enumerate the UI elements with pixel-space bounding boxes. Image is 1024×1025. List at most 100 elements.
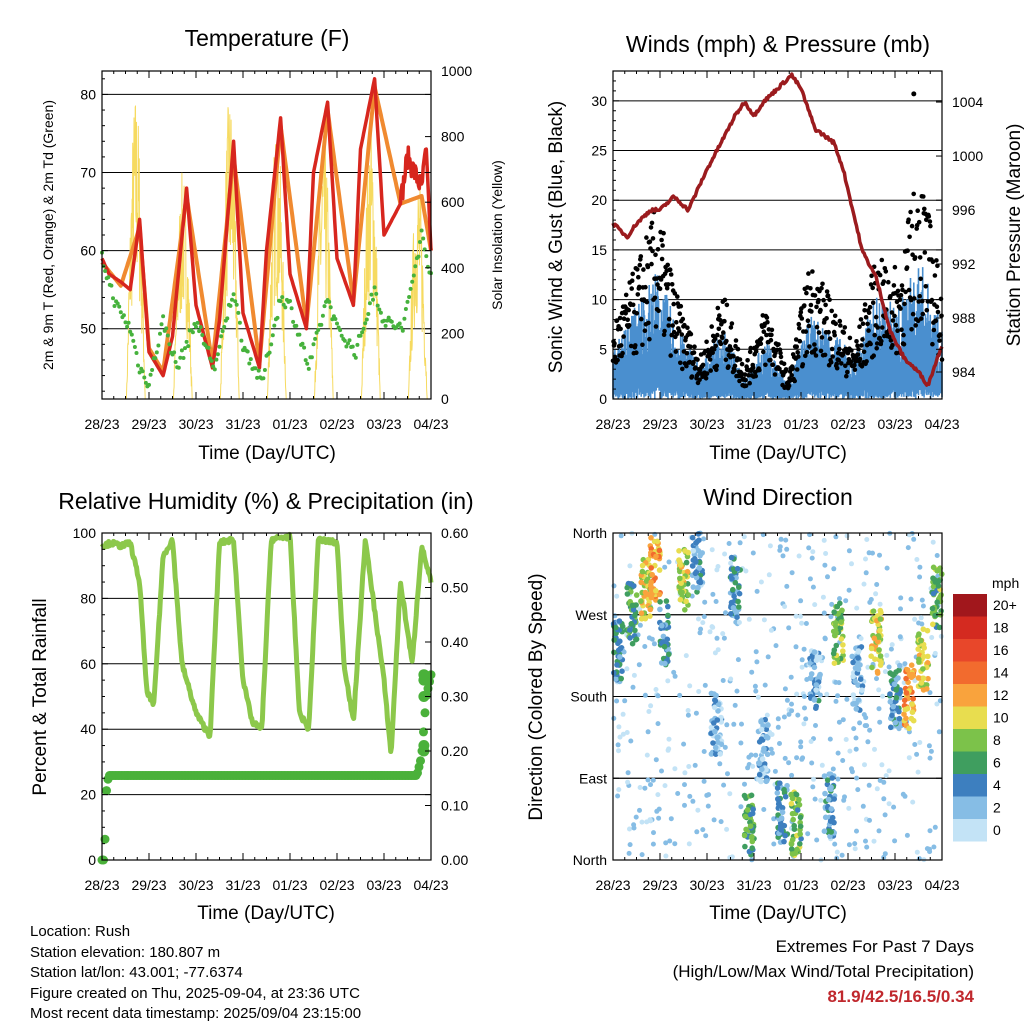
direction-point <box>650 841 656 847</box>
direction-point <box>851 726 857 732</box>
direction-point <box>892 838 898 844</box>
gust-point <box>813 353 819 358</box>
direction-point <box>859 683 866 689</box>
gust-point <box>800 362 806 367</box>
precip-point <box>423 684 433 694</box>
direction-point <box>648 579 654 585</box>
gust-point <box>674 320 679 325</box>
direction-point <box>797 823 804 830</box>
direction-point <box>725 771 730 777</box>
gust-point <box>928 223 933 229</box>
direction-point <box>726 541 732 546</box>
dewpoint-point <box>382 318 386 323</box>
direction-point <box>793 644 799 650</box>
dewpoint-point <box>413 264 418 269</box>
gust-point <box>778 354 784 360</box>
y2-tick-label: 988 <box>952 310 976 326</box>
direction-point <box>852 846 858 852</box>
direction-point <box>696 616 701 622</box>
direction-point <box>754 659 760 665</box>
gust-point <box>769 332 774 338</box>
gust-point <box>647 239 653 244</box>
dewpoint-point <box>117 304 122 309</box>
direction-point <box>666 559 672 565</box>
x-tick-label: 28/23 <box>84 877 119 893</box>
direction-point <box>684 568 691 575</box>
dewpoint-point <box>239 338 244 343</box>
gust-point <box>893 322 899 328</box>
direction-point <box>917 574 923 580</box>
direction-point <box>676 548 682 554</box>
direction-point <box>857 676 864 682</box>
gust-point <box>892 264 898 270</box>
direction-point <box>904 832 910 838</box>
gust-point <box>768 337 774 343</box>
gust-point <box>869 273 874 279</box>
direction-point <box>838 619 844 625</box>
direction-point <box>650 777 656 783</box>
direction-point <box>748 792 755 799</box>
direction-point <box>842 794 847 800</box>
gust-point <box>808 286 813 291</box>
direction-point <box>866 782 872 788</box>
direction-point <box>924 627 931 634</box>
y-tick-label: South <box>570 689 607 705</box>
direction-point <box>639 568 646 575</box>
direction-point <box>916 620 922 626</box>
legend-label: 14 <box>993 665 1009 681</box>
dewpoint-point <box>309 355 314 360</box>
direction-point <box>644 752 650 758</box>
dewpoint-point <box>272 323 277 328</box>
gust-point <box>859 364 865 369</box>
gust-point <box>918 316 924 321</box>
legend-label: 4 <box>993 777 1001 793</box>
direction-point <box>935 583 942 589</box>
gust-point <box>644 299 650 305</box>
gust-point <box>895 328 900 334</box>
direction-point <box>618 675 624 682</box>
y-tick-label: 70 <box>80 165 96 181</box>
direction-point <box>738 804 744 810</box>
speed-legend: mph 20+ 18 16 14 12 10 8 6 4 2 0 <box>953 575 1019 842</box>
wind-direction-panel: Wind Direction Time (Day/UTC) Direction … <box>526 484 1019 924</box>
gust-point <box>862 308 867 313</box>
dewpoint-point <box>173 360 178 364</box>
direction-point <box>800 755 806 761</box>
gust-point <box>912 255 918 260</box>
gust-point <box>621 316 627 322</box>
direction-point <box>914 557 920 562</box>
direction-point <box>687 793 693 799</box>
direction-point <box>742 813 749 820</box>
direction-point <box>753 649 759 655</box>
gust-point <box>802 303 807 308</box>
direction-point <box>871 635 878 642</box>
direction-point <box>632 627 638 634</box>
gust-point <box>911 296 917 301</box>
direction-point <box>889 671 896 678</box>
gust-point <box>625 317 630 323</box>
direction-point <box>672 841 678 847</box>
direction-point <box>910 799 916 805</box>
direction-point <box>825 796 832 803</box>
direction-point <box>888 724 894 731</box>
gust-point <box>902 301 907 307</box>
direction-point <box>619 623 626 630</box>
gust-point <box>677 311 683 317</box>
dewpoint-point <box>248 357 253 362</box>
direction-point <box>689 534 696 541</box>
dewpoint-point <box>194 324 198 329</box>
y2-tick-label: 992 <box>952 256 976 272</box>
dewpoint-point <box>164 326 169 331</box>
gust-point <box>620 350 625 356</box>
direction-point <box>656 815 662 821</box>
dewpoint-point <box>111 296 115 301</box>
temperature-xlabel: Time (Day/UTC) <box>198 443 336 464</box>
direction-point <box>627 563 633 569</box>
gust-point <box>825 293 831 298</box>
extremes-values: 81.9/42.5/16.5/0.34 <box>827 987 974 1006</box>
direction-point <box>813 723 818 728</box>
direction-point <box>830 766 836 772</box>
gust-point <box>635 267 640 272</box>
legend-label: 2 <box>993 800 1001 816</box>
gust-point <box>786 383 792 389</box>
